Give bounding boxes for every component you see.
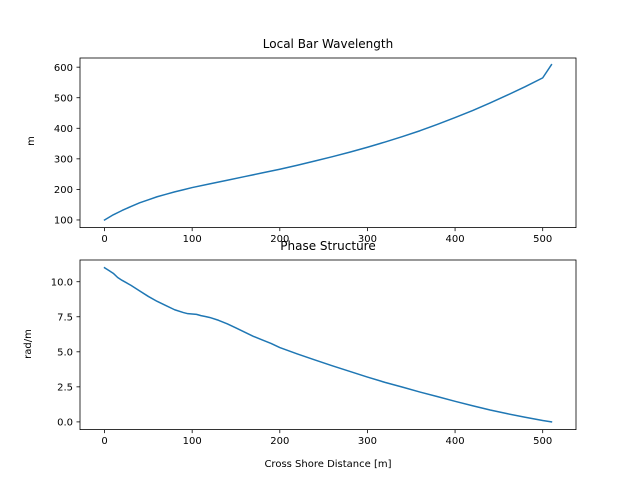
wavelength-xtick-label: 500: [533, 234, 552, 245]
wavelength-xtick-label: 100: [183, 234, 202, 245]
phase-xtick-label: 100: [183, 436, 202, 447]
wavelength-xtick-label: 400: [446, 234, 465, 245]
phase-xtick-label: 500: [533, 436, 552, 447]
phase-xlabel: Cross Shore Distance [m]: [264, 459, 391, 470]
wavelength-ytick-label: 500: [54, 93, 73, 104]
phase-xtick-label: 0: [101, 436, 107, 447]
wavelength-xtick-label: 300: [358, 234, 377, 245]
wavelength-ticks: 0 100 200 300 400 500 100 200 300 400 500 600: [54, 63, 552, 245]
phase-ytick-label: 0.0: [57, 417, 73, 428]
phase-panel: Phase Structure rad/m Cross Shore Distan…: [23, 239, 577, 470]
phase-ytick-label: 5.0: [57, 347, 73, 358]
phase-title: Phase Structure: [280, 239, 375, 253]
wavelength-ytick-label: 200: [54, 185, 73, 196]
wavelength-title: Local Bar Wavelength: [263, 37, 393, 51]
phase-series-line: [103, 266, 553, 423]
phase-ylabel: rad/m: [23, 329, 34, 359]
phase-xtick-label: 300: [358, 436, 377, 447]
phase-xtick-label: 200: [270, 436, 289, 447]
wavelength-ytick-label: 600: [54, 63, 73, 74]
wavelength-ytick-label: 300: [54, 154, 73, 165]
phase-ytick-label: 7.5: [57, 312, 73, 323]
wavelength-series-line: [103, 63, 553, 221]
phase-xtick-label: 400: [446, 436, 465, 447]
wavelength-ytick-label: 100: [54, 216, 73, 227]
phase-ticks: 0 100 200 300 400 500 0.0 2.5 5.0 7.5 10.0: [51, 277, 553, 447]
wavelength-ytick-label: 400: [54, 124, 73, 135]
wavelength-axes-frame: [79, 57, 577, 229]
wavelength-xtick-label: 200: [270, 234, 289, 245]
wavelength-panel: Local Bar Wavelength m 0 100 200 300 400 500 1…: [26, 37, 577, 245]
phase-ytick-label: 2.5: [57, 382, 73, 393]
phase-ytick-label: 10.0: [51, 277, 73, 288]
wavelength-xtick-label: 0: [101, 234, 107, 245]
wavelength-ylabel: m: [26, 136, 37, 146]
phase-axes-frame: [79, 259, 577, 431]
